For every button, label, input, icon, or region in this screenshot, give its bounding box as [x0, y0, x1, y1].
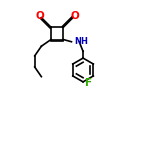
Text: O: O [35, 11, 44, 21]
Text: O: O [70, 11, 79, 21]
Text: F: F [85, 78, 92, 88]
Text: NH: NH [74, 36, 88, 45]
